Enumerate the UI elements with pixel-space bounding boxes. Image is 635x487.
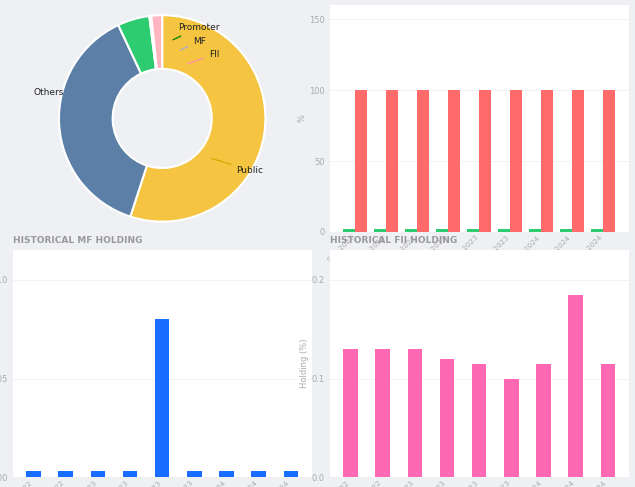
Bar bbox=[187, 471, 201, 477]
Wedge shape bbox=[149, 16, 157, 69]
Text: Others: Others bbox=[34, 88, 103, 97]
Bar bbox=[123, 471, 137, 477]
Bar bbox=[472, 364, 486, 477]
Wedge shape bbox=[118, 16, 156, 74]
Wedge shape bbox=[59, 25, 147, 217]
Bar bbox=[440, 359, 454, 477]
Bar bbox=[374, 229, 386, 232]
Bar bbox=[58, 471, 73, 477]
Bar bbox=[448, 90, 460, 232]
Wedge shape bbox=[151, 15, 162, 69]
X-axis label: Quarter: Quarter bbox=[462, 268, 497, 277]
Bar bbox=[561, 229, 572, 232]
Bar bbox=[26, 471, 41, 477]
Bar bbox=[355, 90, 367, 232]
Bar bbox=[155, 319, 170, 477]
Bar bbox=[344, 229, 355, 232]
Bar bbox=[479, 90, 491, 232]
Text: Public: Public bbox=[211, 158, 264, 174]
Bar bbox=[591, 229, 603, 232]
Bar bbox=[375, 349, 390, 477]
Text: FII: FII bbox=[187, 50, 219, 64]
Bar bbox=[251, 471, 266, 477]
Bar bbox=[498, 229, 510, 232]
Bar bbox=[467, 229, 479, 232]
Bar bbox=[572, 90, 584, 232]
Bar bbox=[510, 90, 522, 232]
Bar bbox=[284, 471, 298, 477]
Bar bbox=[530, 229, 541, 232]
Text: MF: MF bbox=[180, 37, 206, 50]
Bar bbox=[536, 364, 551, 477]
Text: HISTORICAL FII HOLDING: HISTORICAL FII HOLDING bbox=[330, 236, 457, 245]
Bar bbox=[504, 378, 519, 477]
Bar bbox=[541, 90, 553, 232]
Bar bbox=[601, 364, 615, 477]
Bar bbox=[603, 90, 615, 232]
Text: Promoter: Promoter bbox=[173, 23, 219, 40]
Bar bbox=[344, 349, 358, 477]
Bar bbox=[417, 90, 429, 232]
Bar bbox=[405, 229, 417, 232]
Bar bbox=[386, 90, 398, 232]
Text: HISTORICAL MF HOLDING: HISTORICAL MF HOLDING bbox=[13, 236, 142, 245]
Bar bbox=[219, 471, 234, 477]
Bar bbox=[91, 471, 105, 477]
Y-axis label: Holding (%): Holding (%) bbox=[300, 339, 309, 389]
Bar bbox=[436, 229, 448, 232]
Y-axis label: %: % bbox=[297, 114, 306, 122]
Legend: Holding (%), Pledges as % of promoter shares (%): Holding (%), Pledges as % of promoter sh… bbox=[333, 324, 479, 347]
Wedge shape bbox=[130, 15, 265, 222]
Bar bbox=[408, 349, 422, 477]
Bar bbox=[568, 295, 583, 477]
